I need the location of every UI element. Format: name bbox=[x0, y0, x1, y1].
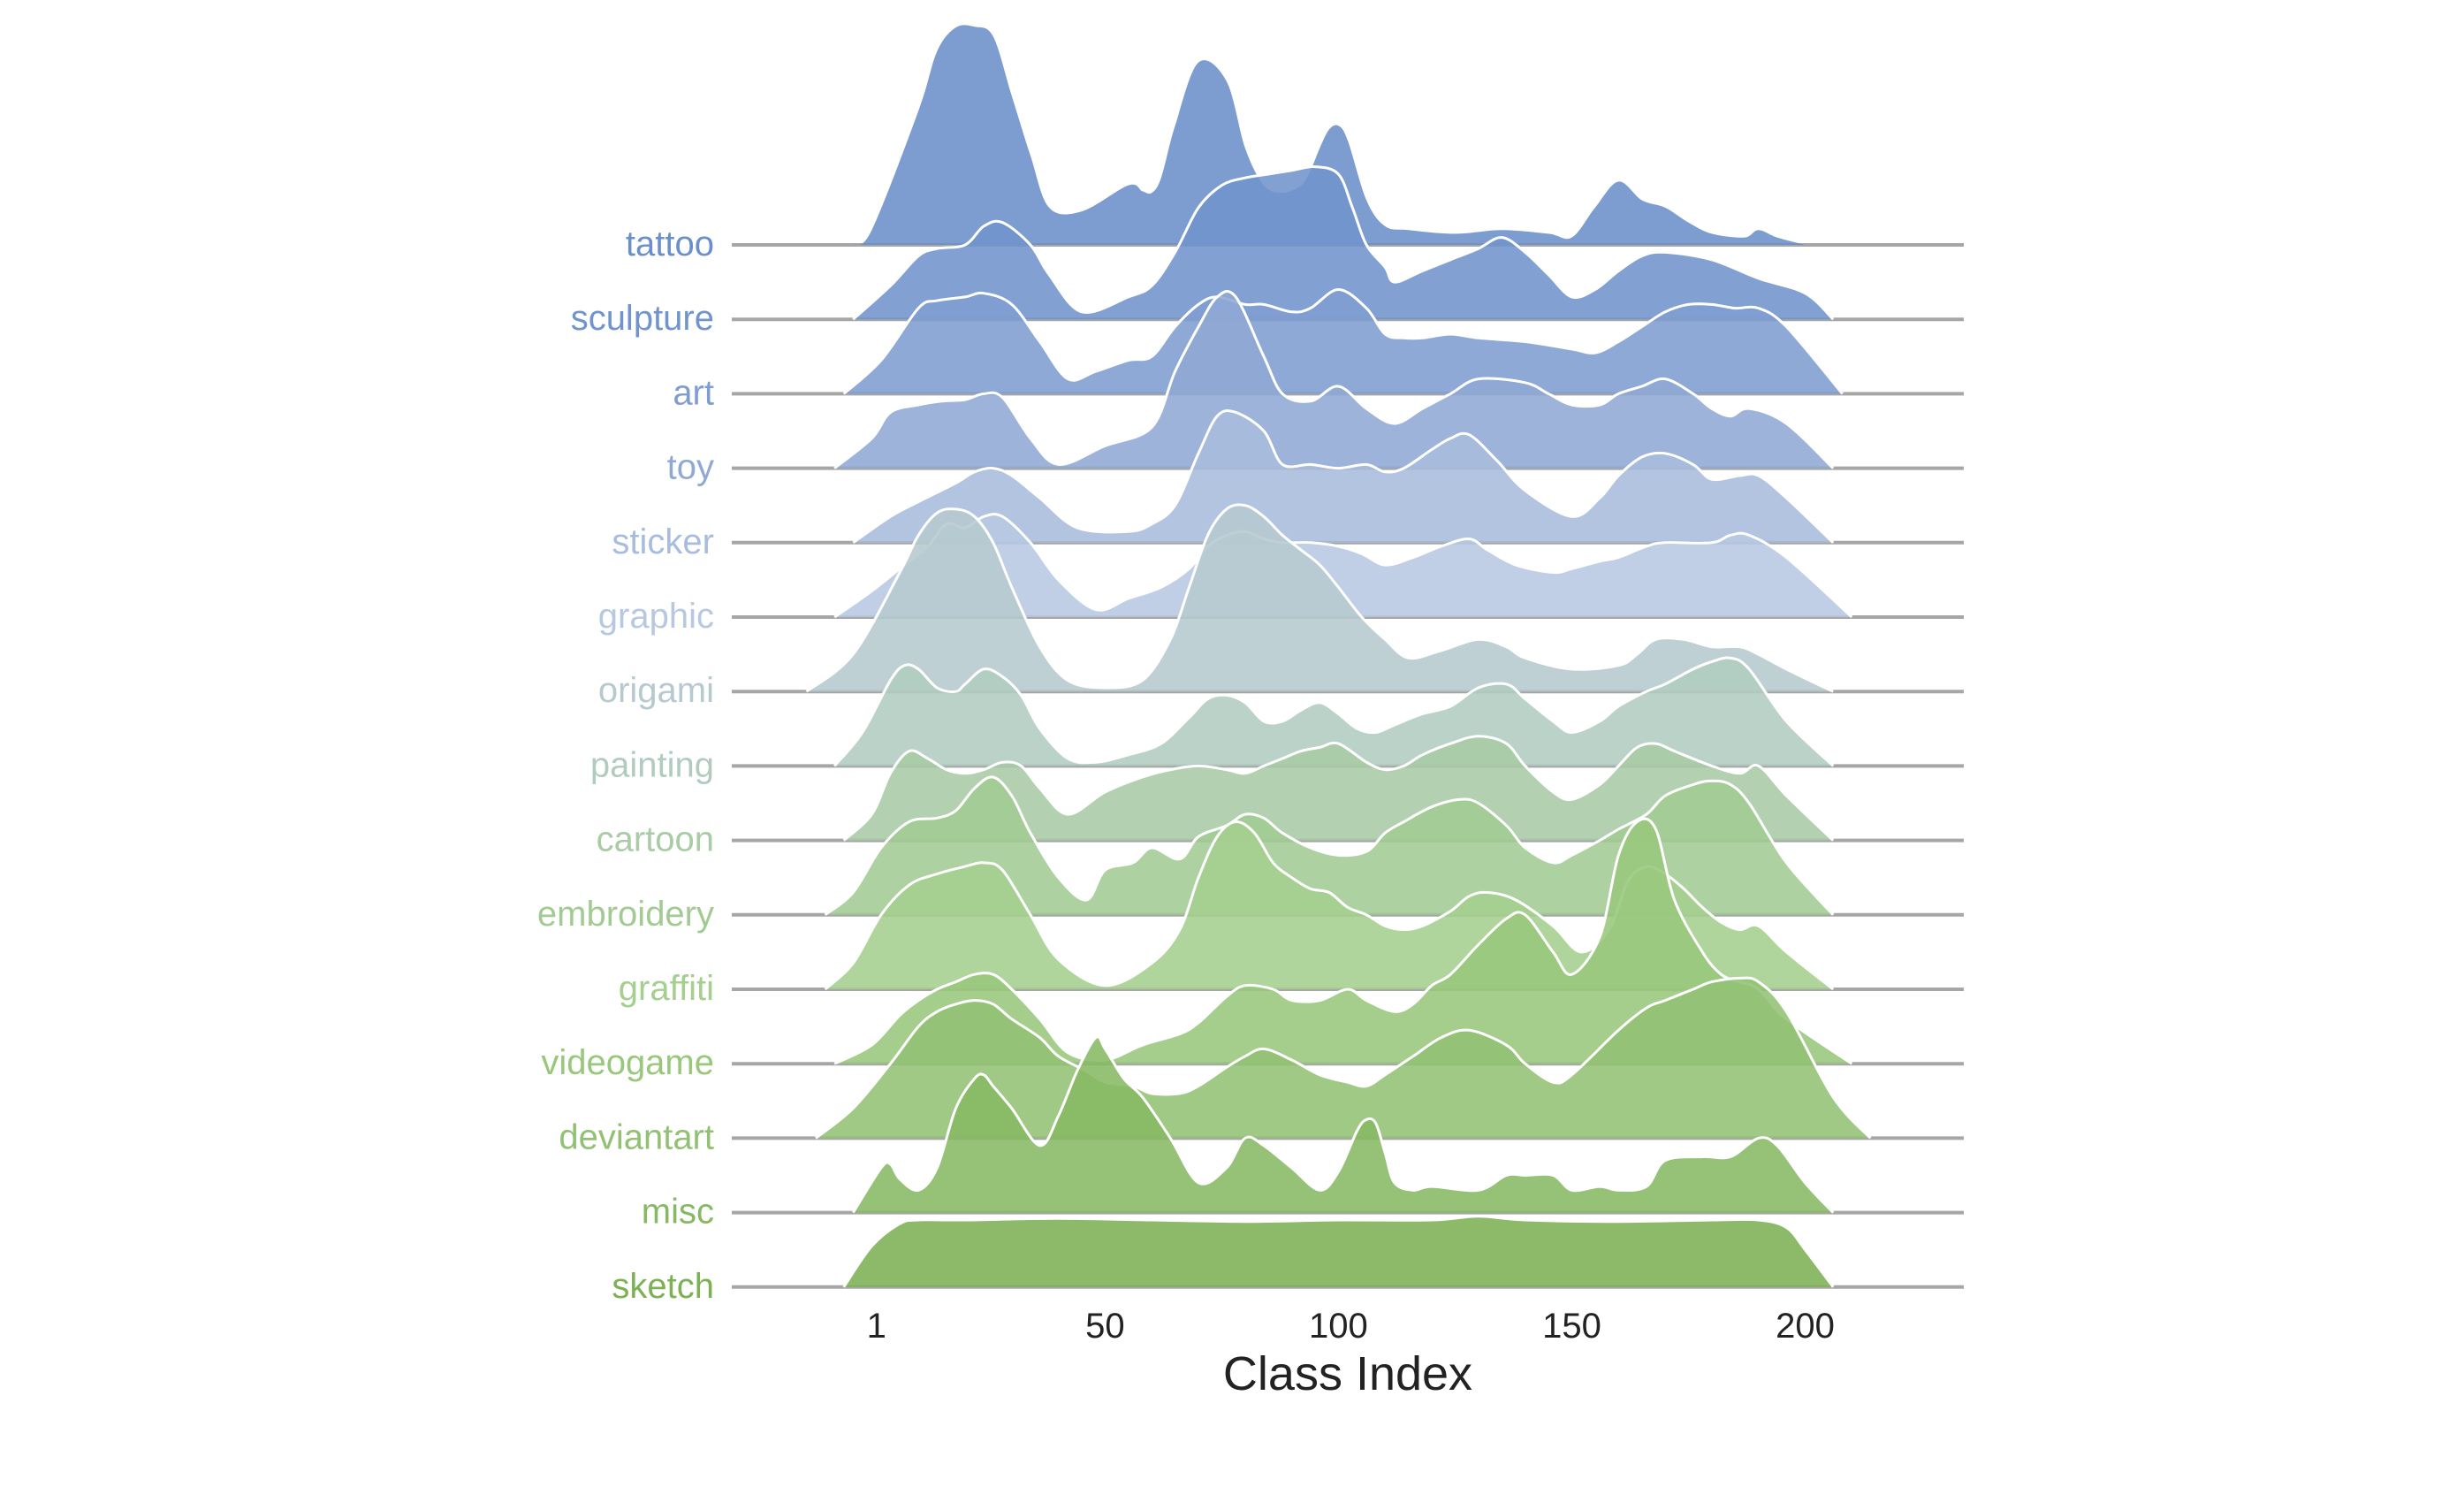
density-outline-art bbox=[842, 287, 1844, 395]
density-outline-embroidery bbox=[824, 775, 1835, 917]
x-tick-label: 150 bbox=[1542, 1307, 1601, 1346]
density-outline-cartoon bbox=[842, 735, 1835, 842]
density-outline-graphic bbox=[833, 513, 1853, 619]
x-tick-label: 1 bbox=[867, 1307, 886, 1346]
ridgeline-plot-area: tattoo sculpture art toy sticker graphic origa… bbox=[537, 25, 1964, 1306]
row-label-misc: misc bbox=[642, 1193, 714, 1232]
density-outline-painting bbox=[833, 656, 1835, 767]
row-label-toy: toy bbox=[667, 448, 714, 487]
x-tick-label: 100 bbox=[1309, 1307, 1368, 1346]
density-area-art bbox=[843, 289, 1843, 394]
density-area-graphic bbox=[834, 514, 1852, 617]
row-label-graphic: graphic bbox=[598, 597, 714, 636]
row-label-art: art bbox=[673, 373, 714, 412]
row-label-cartoon: cartoon bbox=[597, 820, 714, 859]
row-label-origami: origami bbox=[598, 671, 714, 710]
density-area-cartoon bbox=[843, 736, 1834, 841]
x-axis-title: Class Index bbox=[1223, 1347, 1472, 1400]
row-label-tattoo: tattoo bbox=[626, 225, 714, 263]
density-outline-deviantart bbox=[815, 976, 1872, 1140]
ridge-misc: misc bbox=[642, 1035, 1964, 1232]
row-label-sticker: sticker bbox=[612, 522, 714, 561]
row-label-embroidery: embroidery bbox=[537, 895, 714, 934]
density-area-sketch bbox=[843, 1216, 1834, 1287]
row-label-sculpture: sculpture bbox=[571, 299, 714, 338]
density-area-sticker bbox=[853, 410, 1834, 543]
density-area-sculpture bbox=[853, 166, 1834, 320]
density-area-embroidery bbox=[825, 776, 1834, 915]
density-outline-misc bbox=[852, 1035, 1835, 1214]
ridge-sketch: sketch bbox=[612, 1215, 1964, 1306]
row-label-graffiti: graffiti bbox=[619, 969, 714, 1008]
density-outline-sticker bbox=[852, 408, 1835, 545]
x-tick-label: 50 bbox=[1085, 1307, 1125, 1346]
density-outline-sculpture bbox=[852, 165, 1835, 321]
density-area-toy bbox=[834, 291, 1834, 469]
density-area-tattoo bbox=[853, 25, 1806, 246]
density-area-videogame bbox=[834, 819, 1852, 1064]
density-area-origami bbox=[806, 504, 1834, 692]
density-outline-origami bbox=[805, 503, 1834, 693]
row-label-painting: painting bbox=[590, 745, 714, 784]
density-outline-sketch bbox=[842, 1215, 1835, 1288]
density-area-misc bbox=[853, 1036, 1834, 1213]
density-outline-videogame bbox=[833, 817, 1853, 1065]
row-label-sketch: sketch bbox=[612, 1267, 714, 1306]
x-axis-ticks: 1 50 100 150 200 bbox=[867, 1307, 1835, 1346]
row-label-deviantart: deviantart bbox=[559, 1117, 714, 1156]
density-outline-toy bbox=[833, 290, 1835, 469]
row-label-videogame: videogame bbox=[541, 1043, 714, 1082]
density-area-graffiti bbox=[825, 821, 1834, 989]
x-tick-label: 200 bbox=[1776, 1307, 1835, 1346]
